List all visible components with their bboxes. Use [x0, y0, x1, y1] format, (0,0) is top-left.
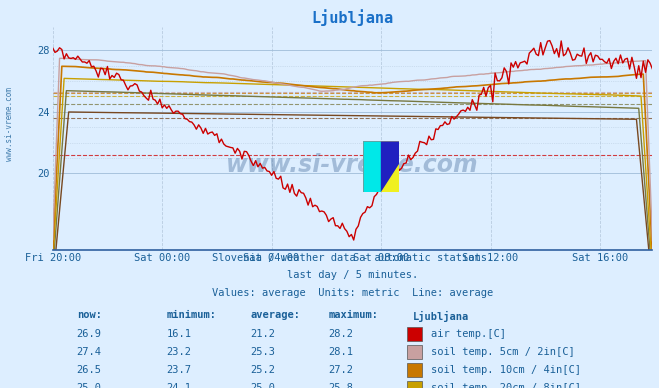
Text: 16.1: 16.1 [167, 329, 192, 339]
Text: 26.5: 26.5 [76, 365, 101, 375]
Text: minimum:: minimum: [167, 310, 217, 320]
Text: 21.2: 21.2 [250, 329, 275, 339]
Text: www.si-vreme.com: www.si-vreme.com [226, 154, 479, 177]
Text: 26.9: 26.9 [76, 329, 101, 339]
Text: 25.8: 25.8 [329, 383, 354, 388]
Text: 28.1: 28.1 [329, 346, 354, 357]
Text: 23.2: 23.2 [167, 346, 192, 357]
Text: air temp.[C]: air temp.[C] [430, 329, 505, 339]
Text: soil temp. 10cm / 4in[C]: soil temp. 10cm / 4in[C] [430, 365, 581, 375]
Text: 23.7: 23.7 [167, 365, 192, 375]
Text: now:: now: [76, 310, 101, 320]
Text: maximum:: maximum: [329, 310, 378, 320]
FancyBboxPatch shape [407, 327, 422, 341]
Text: last day / 5 minutes.: last day / 5 minutes. [287, 270, 418, 281]
Bar [381, 141, 399, 192]
Text: 24.1: 24.1 [167, 383, 192, 388]
FancyBboxPatch shape [407, 345, 422, 359]
Text: Slovenia / weather data - automatic stations.: Slovenia / weather data - automatic stat… [212, 253, 493, 263]
FancyBboxPatch shape [407, 381, 422, 388]
Text: www.si-vreme.com: www.si-vreme.com [5, 87, 14, 161]
Text: 25.3: 25.3 [250, 346, 275, 357]
FancyBboxPatch shape [407, 364, 422, 377]
Text: soil temp. 5cm / 2in[C]: soil temp. 5cm / 2in[C] [430, 346, 574, 357]
Text: soil temp. 20cm / 8in[C]: soil temp. 20cm / 8in[C] [430, 383, 581, 388]
Text: average:: average: [250, 310, 301, 320]
Text: 28.2: 28.2 [329, 329, 354, 339]
Bar [363, 141, 381, 192]
Text: Ljubljana: Ljubljana [413, 310, 469, 322]
Text: Values: average  Units: metric  Line: average: Values: average Units: metric Line: aver… [212, 288, 493, 298]
Text: 25.0: 25.0 [250, 383, 275, 388]
Text: 25.0: 25.0 [76, 383, 101, 388]
Text: 25.2: 25.2 [250, 365, 275, 375]
Text: 27.2: 27.2 [329, 365, 354, 375]
Title: Ljubljana: Ljubljana [312, 9, 393, 26]
Text: 27.4: 27.4 [76, 346, 101, 357]
Polygon shape [381, 164, 399, 192]
